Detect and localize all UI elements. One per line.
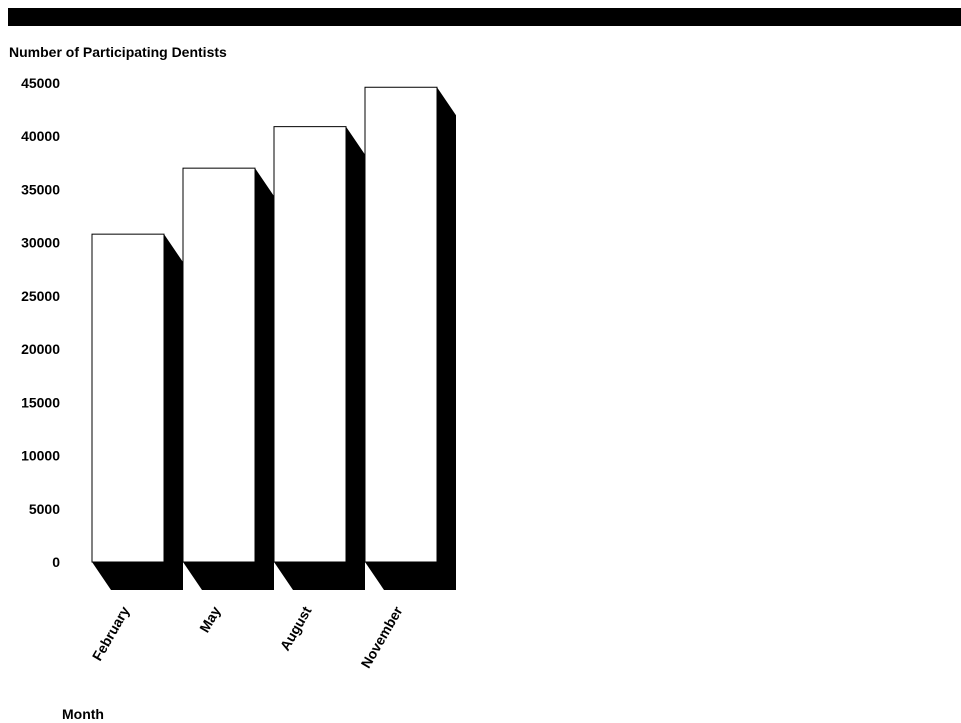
y-tick-label: 40000 — [21, 128, 60, 144]
y-tick-label: 20000 — [21, 341, 60, 357]
top-black-banner — [8, 8, 961, 26]
x-tick-label: February — [89, 603, 133, 663]
bar-shadow — [183, 168, 274, 590]
y-tick-label: 15000 — [21, 394, 60, 410]
bar-shadow — [365, 87, 456, 590]
bar-shadow — [274, 126, 365, 591]
x-tick-label: November — [358, 603, 406, 671]
y-tick-label: 30000 — [21, 235, 60, 251]
y-tick-label: 35000 — [21, 181, 60, 197]
y-tick-label: 45000 — [21, 75, 60, 91]
x-tick-label: May — [196, 603, 224, 635]
x-axis-label: Month — [62, 706, 104, 722]
bar — [91, 233, 165, 563]
x-tick-label: August — [277, 603, 315, 653]
y-tick-label: 5000 — [29, 501, 60, 517]
y-tick-label: 0 — [52, 554, 60, 570]
y-axis-label: Number of Participating Dentists — [9, 44, 227, 60]
bar — [364, 86, 438, 563]
bar — [182, 167, 256, 563]
bar-shadow — [92, 234, 183, 590]
y-tick-label: 25000 — [21, 288, 60, 304]
bar — [273, 126, 347, 563]
y-tick-label: 10000 — [21, 448, 60, 464]
